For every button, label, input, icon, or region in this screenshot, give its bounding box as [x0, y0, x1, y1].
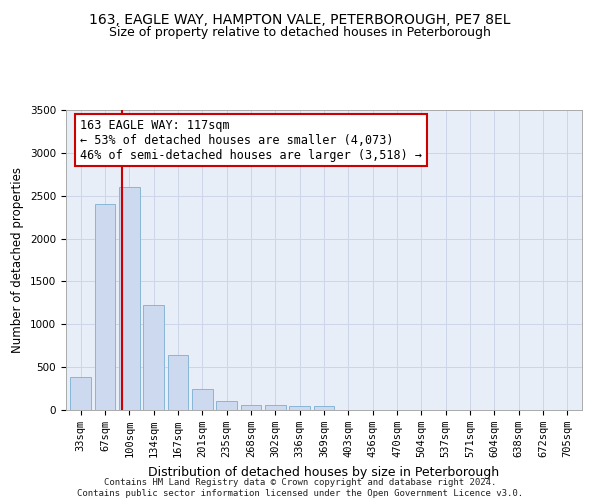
- Bar: [192, 388, 212, 410]
- Bar: [241, 405, 262, 410]
- Bar: [265, 406, 286, 410]
- Text: Size of property relative to detached houses in Peterborough: Size of property relative to detached ho…: [109, 26, 491, 39]
- Bar: [289, 406, 310, 410]
- Text: 163 EAGLE WAY: 117sqm
← 53% of detached houses are smaller (4,073)
46% of semi-d: 163 EAGLE WAY: 117sqm ← 53% of detached …: [80, 118, 422, 162]
- Bar: [216, 402, 237, 410]
- Bar: [119, 187, 140, 410]
- Text: 163, EAGLE WAY, HAMPTON VALE, PETERBOROUGH, PE7 8EL: 163, EAGLE WAY, HAMPTON VALE, PETERBOROU…: [89, 12, 511, 26]
- Bar: [167, 355, 188, 410]
- Text: Contains HM Land Registry data © Crown copyright and database right 2024.
Contai: Contains HM Land Registry data © Crown c…: [77, 478, 523, 498]
- Bar: [70, 376, 91, 410]
- Y-axis label: Number of detached properties: Number of detached properties: [11, 167, 25, 353]
- Bar: [95, 204, 115, 410]
- Bar: [314, 406, 334, 410]
- X-axis label: Distribution of detached houses by size in Peterborough: Distribution of detached houses by size …: [148, 466, 500, 478]
- Bar: [143, 304, 164, 410]
